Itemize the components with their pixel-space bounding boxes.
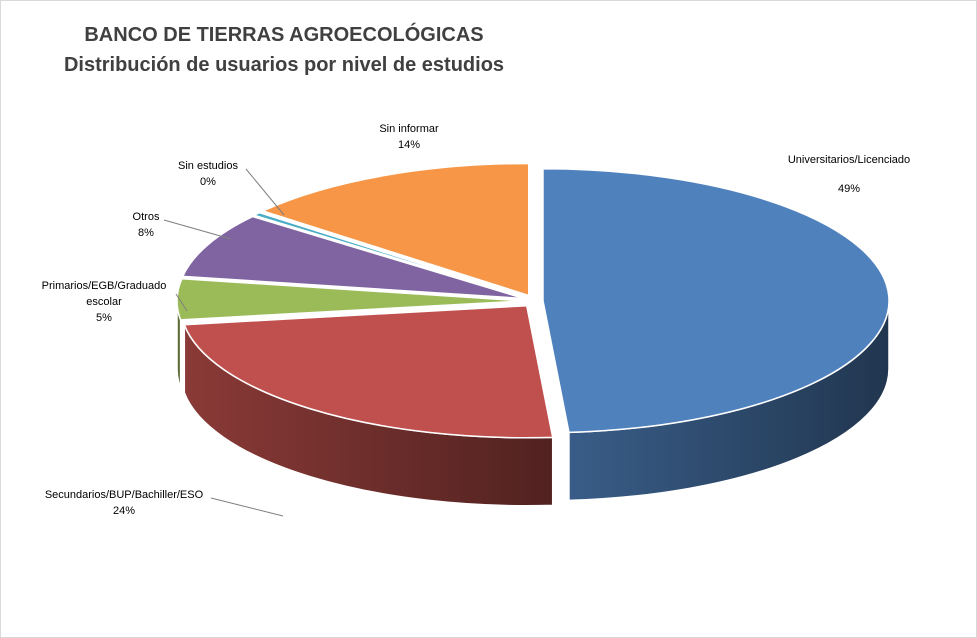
slice-sin-informar <box>260 162 530 297</box>
slice-otros <box>181 215 525 300</box>
data-label-pct-sin-estudios: 0% <box>200 176 216 188</box>
pie-slices <box>176 162 890 507</box>
data-label-pct-sin-informar: 14% <box>398 139 420 151</box>
data-label-pct-universitarios: 49% <box>838 183 860 195</box>
pie-labels: Universitarios/Licenciado 49% Secundarios/… <box>42 123 911 517</box>
slice-secundarios <box>183 304 554 439</box>
data-label-sin-estudios: Sin estudios 0% <box>178 160 238 188</box>
data-label-secundarios: Secundarios/BUP/Bachiller/ESO 24% <box>45 489 204 517</box>
leader-line-primarios <box>175 293 188 312</box>
data-label-pct-secundarios: 24% <box>113 505 135 517</box>
leader-line-secundarios <box>210 497 284 517</box>
data-label-name-sin-informar-1: Sin informar <box>379 123 439 135</box>
data-label-name-secundarios-1: Secundarios/BUP/Bachiller/ESO <box>45 489 204 501</box>
data-label-name-primarios-2: escolar <box>86 296 122 308</box>
data-label-otros: Otros 8% <box>133 211 160 239</box>
data-label-sin-informar: Sin informar 14% <box>379 123 439 151</box>
slice-primarios <box>176 277 524 321</box>
slice-universitarios <box>542 168 890 434</box>
data-label-universitarios: Universitarios/Licenciado 49% <box>788 154 910 195</box>
data-label-name-primarios-1: Primarios/EGB/Graduado <box>42 280 167 292</box>
data-label-pct-otros: 8% <box>138 227 154 239</box>
data-label-pct-primarios: 5% <box>96 312 112 324</box>
chart-subtitle: Distribución de usuarios por nivel de es… <box>64 54 504 76</box>
data-label-name-otros-1: Otros <box>133 211 160 223</box>
leader-line-sin-estudios <box>245 168 285 216</box>
slice-sin-estudios <box>251 211 526 298</box>
leader-line-otros <box>163 219 232 240</box>
chart-title: BANCO DE TIERRAS AGROECOLÓGICAS <box>84 22 483 46</box>
data-label-name-universitarios-1: Universitarios/Licenciado <box>788 154 910 166</box>
data-label-name-sin-estudios-1: Sin estudios <box>178 160 238 172</box>
data-label-primarios: Primarios/EGB/Graduado escolar 5% <box>42 280 167 324</box>
